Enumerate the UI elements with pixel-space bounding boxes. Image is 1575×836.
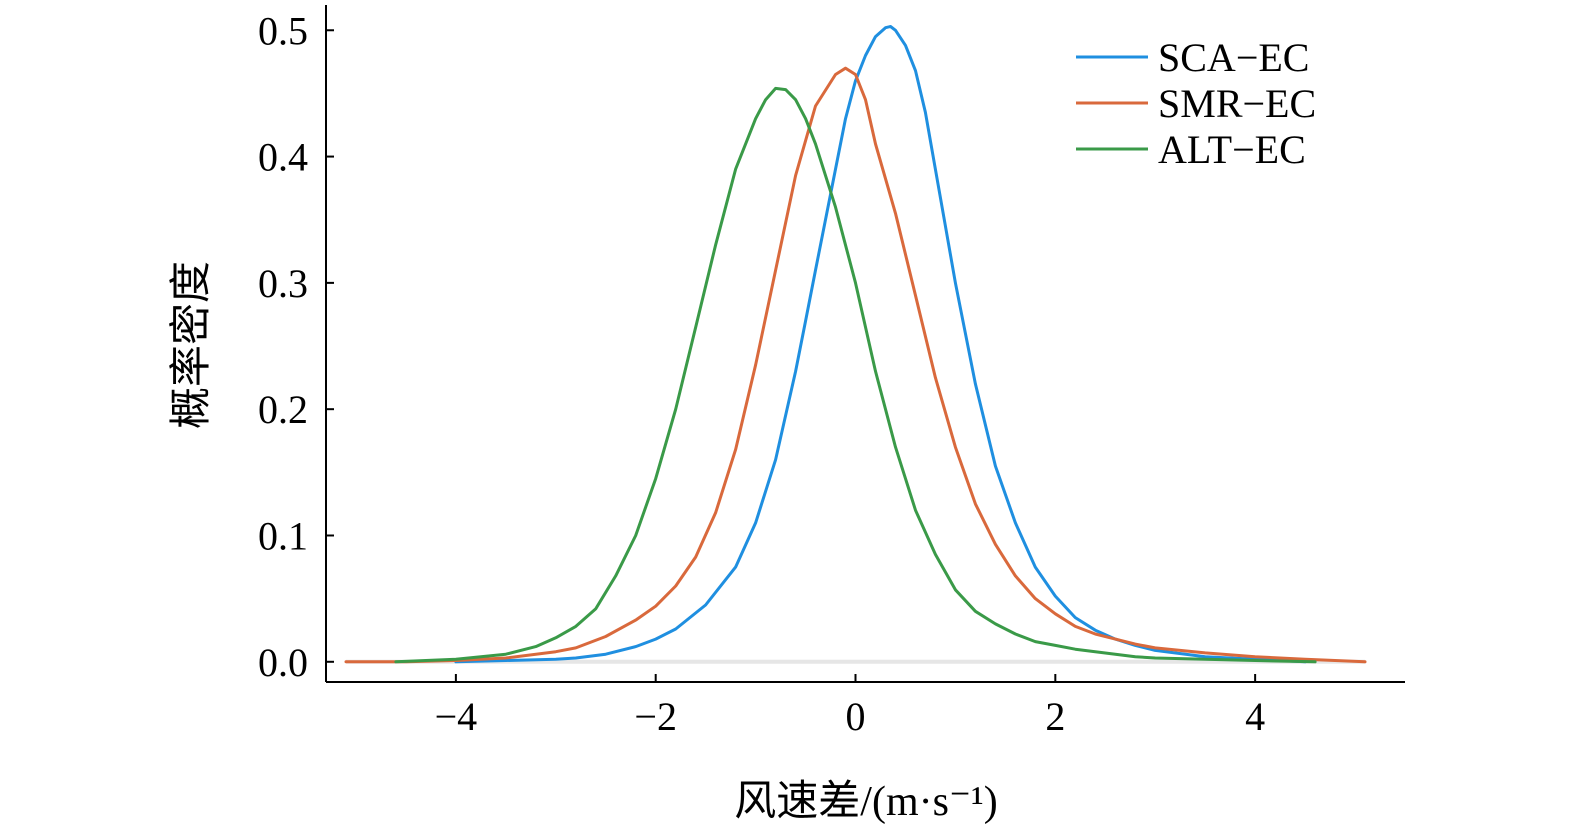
- y-tick-label: 0.0: [258, 640, 308, 685]
- x-tick-label: −4: [435, 694, 478, 739]
- series-line-1: [454, 25, 1307, 664]
- x-tick-label: 2: [1045, 694, 1065, 739]
- x-axis-title: 风速差/(m·s⁻¹): [734, 779, 997, 825]
- x-tick-label: −2: [634, 694, 677, 739]
- y-tick-label: 0.2: [258, 387, 308, 432]
- legend-label-2: SMR−EC: [1158, 81, 1316, 126]
- legend-label-3: ALT−EC: [1158, 127, 1306, 172]
- y-tick-label: 0.3: [258, 261, 308, 306]
- x-tick-label: 0: [846, 694, 866, 739]
- plot-area: [344, 25, 1367, 664]
- legend-label-1: SCA−EC: [1158, 35, 1309, 80]
- axes: −4 −2 0 2 4 0.0 0.1 0.2 0.3 0.4 0.5: [258, 5, 1405, 739]
- series-line-2: [344, 66, 1367, 664]
- y-tick-label: 0.1: [258, 513, 308, 558]
- x-tick-label: 4: [1245, 694, 1265, 739]
- series-line-3: [394, 86, 1317, 664]
- y-tick-label: 0.4: [258, 135, 308, 180]
- y-axis-title: 概率密度: [168, 261, 215, 429]
- y-tick-label: 0.5: [258, 8, 308, 53]
